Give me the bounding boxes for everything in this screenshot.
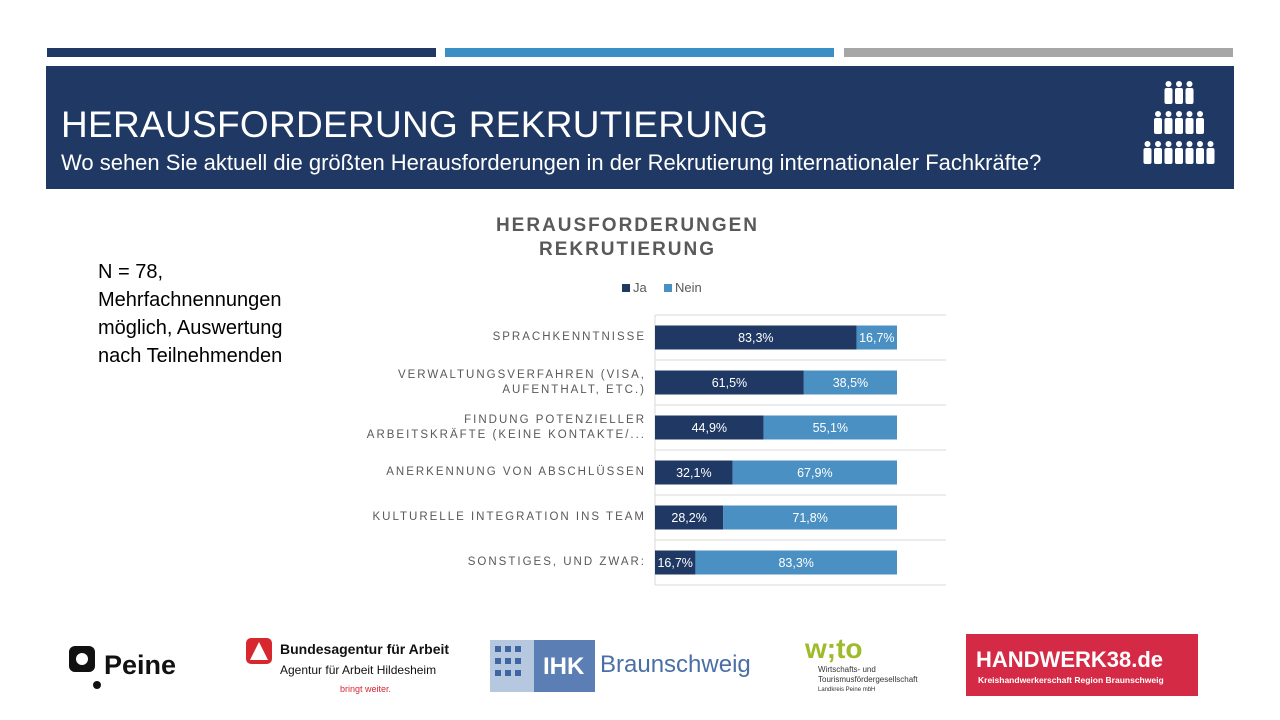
peine-text: Peine bbox=[104, 650, 176, 680]
svg-text:Tourismusfördergesellschaft: Tourismusfördergesellschaft bbox=[818, 675, 918, 684]
svg-text:Wirtschafts- und: Wirtschafts- und bbox=[818, 665, 876, 674]
sample-note: N = 78, Mehrfachnennungen möglich, Auswe… bbox=[98, 258, 283, 370]
svg-text:Kreishandwerkerschaft Region B: Kreishandwerkerschaft Region Braunschwei… bbox=[978, 675, 1164, 685]
accent-bar-grey bbox=[844, 48, 1233, 57]
data-label-ja: 16,7% bbox=[657, 556, 692, 570]
data-label-ja: 44,9% bbox=[692, 421, 727, 435]
bar-ja bbox=[655, 550, 696, 575]
bar-nein bbox=[695, 550, 897, 575]
legend-swatch-nein bbox=[663, 283, 672, 292]
data-label-nein: 38,5% bbox=[833, 376, 868, 390]
bar-nein bbox=[763, 415, 897, 440]
bundesagentur-logo: Bundesagentur für Arbeit Agentur für Arb… bbox=[246, 638, 449, 694]
legend-label-ja: Ja bbox=[633, 280, 647, 296]
bar-nein bbox=[723, 505, 897, 530]
svg-text:IHK: IHK bbox=[543, 653, 585, 680]
bar-ja bbox=[655, 325, 857, 350]
svg-text:HANDWERK38.de: HANDWERK38.de bbox=[976, 647, 1163, 672]
legend-swatch-ja bbox=[622, 283, 630, 292]
category-label-line: FINDUNG POTENZIELLER bbox=[464, 413, 646, 426]
bar-ja bbox=[655, 370, 804, 395]
page-title: HERAUSFORDERUNG REKRUTIERUNG bbox=[61, 104, 769, 145]
chart-title: HERAUSFORDERUNGEN REKRUTIERUNG bbox=[440, 214, 815, 262]
note-line: Mehrfachnennungen bbox=[98, 289, 282, 311]
category-label-line: VERWALTUNGSVERFAHREN (VISA, bbox=[397, 368, 646, 381]
svg-text:bringt weiter.: bringt weiter. bbox=[340, 684, 391, 694]
bar-ja bbox=[655, 415, 764, 440]
note-line: nach Teilnehmenden bbox=[98, 345, 283, 367]
bar-nein bbox=[732, 460, 897, 485]
category-label: VERWALTUNGSVERFAHREN (VISA, AUFENTHALT, E… bbox=[398, 368, 646, 398]
note-line: möglich, Auswertung bbox=[98, 317, 283, 339]
category-label: KULTURELLE INTEGRATION INS TEAM bbox=[372, 510, 646, 525]
wito-logo: w;to Wirtschafts- und Tourismusförderges… bbox=[804, 633, 918, 693]
peine-logo: Peine bbox=[69, 646, 176, 689]
bar-nein bbox=[856, 325, 897, 350]
page-subtitle: Wo sehen Sie aktuell die größten Herausf… bbox=[61, 150, 1042, 175]
svg-text:Bundesagentur für Arbeit: Bundesagentur für Arbeit bbox=[280, 641, 449, 657]
data-label-ja: 61,5% bbox=[712, 376, 747, 390]
category-label-line: SONSTIGES, UND ZWAR: bbox=[467, 556, 646, 568]
chart-legend: Ja Nein bbox=[622, 279, 702, 295]
bar-ja bbox=[655, 505, 724, 530]
category-label-line: AUFENTHALT, ETC.) bbox=[502, 383, 646, 396]
svg-text:Braunschweig: Braunschweig bbox=[600, 651, 751, 678]
category-label: FINDUNG POTENZIELLER ARBEITSKRÄFTE (KEINE… bbox=[367, 413, 646, 443]
data-label-nein: 55,1% bbox=[813, 421, 848, 435]
data-label-nein: 16,7% bbox=[859, 331, 894, 345]
bar-ja bbox=[655, 460, 733, 485]
chart-title-line: HERAUSFORDERUNGEN bbox=[495, 215, 760, 236]
category-label-line: ANERKENNUNG VON ABSCHLÜSSEN bbox=[386, 466, 646, 478]
category-label: SPRACHKENNTNISSE bbox=[493, 330, 646, 345]
category-label: ANERKENNUNG VON ABSCHLÜSSEN bbox=[386, 465, 646, 480]
svg-text:w;to: w;to bbox=[804, 633, 863, 664]
category-label-line: KULTURELLE INTEGRATION INS TEAM bbox=[372, 511, 646, 523]
people-group-icon bbox=[1143, 81, 1215, 164]
category-label-line: SPRACHKENNTNISSE bbox=[492, 331, 646, 343]
accent-bar-navy bbox=[47, 48, 436, 57]
data-label-ja: 83,3% bbox=[738, 331, 773, 345]
data-label-ja: 28,2% bbox=[671, 511, 706, 525]
partner-logos: Peine Bundesagentur für Arbeit Agentur f… bbox=[69, 633, 1198, 696]
data-label-nein: 71,8% bbox=[792, 511, 827, 525]
note-line: N = 78, bbox=[98, 261, 164, 283]
svg-text:Landkreis Peine mbH: Landkreis Peine mbH bbox=[818, 687, 875, 693]
svg-text:Agentur für Arbeit Hildesheim: Agentur für Arbeit Hildesheim bbox=[280, 663, 436, 677]
title-banner: HERAUSFORDERUNG REKRUTIERUNG Wo sehen Si… bbox=[46, 66, 1234, 189]
category-label-line: ARBEITSKRÄFTE (KEINE KONTAKTE/... bbox=[366, 428, 646, 441]
bar-nein bbox=[803, 370, 897, 395]
legend-label-nein: Nein bbox=[674, 280, 702, 296]
accent-bar-blue bbox=[445, 48, 834, 57]
data-label-nein: 67,9% bbox=[797, 466, 832, 480]
data-label-nein: 83,3% bbox=[778, 556, 813, 570]
chart-title-line: REKRUTIERUNG bbox=[538, 239, 717, 260]
handwerk38-logo: HANDWERK38.de Kreishandwerkerschaft Regi… bbox=[966, 634, 1198, 696]
ihk-logo: IHK Braunschweig bbox=[490, 640, 751, 692]
data-label-ja: 32,1% bbox=[676, 466, 711, 480]
category-label: SONSTIGES, UND ZWAR: bbox=[468, 555, 646, 570]
